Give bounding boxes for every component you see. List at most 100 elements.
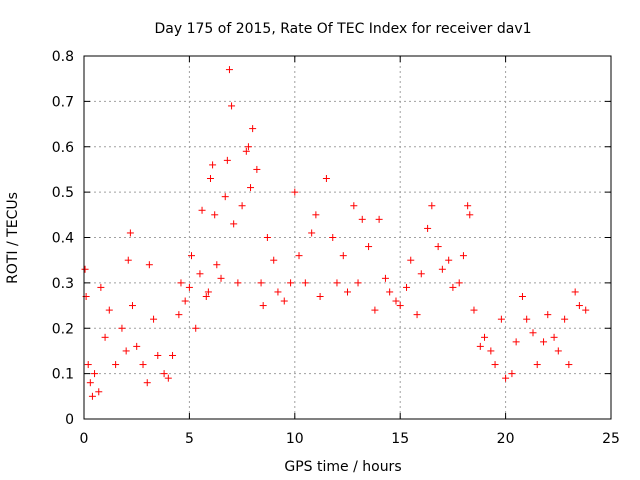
data-point: [344, 288, 351, 296]
data-point: [175, 311, 183, 319]
data-point: [396, 302, 404, 310]
data-point: [124, 256, 132, 264]
data-point: [295, 252, 303, 260]
chart-title: Day 175 of 2015, Rate Of TEC Index for r…: [154, 21, 531, 37]
data-point: [491, 361, 499, 369]
data-point: [371, 306, 379, 314]
data-points: [81, 66, 590, 400]
data-point: [169, 351, 177, 359]
x-tick-label: 15: [391, 431, 409, 447]
data-point: [253, 165, 261, 173]
x-tick-label: 25: [602, 431, 620, 447]
data-point: [523, 315, 531, 323]
data-point: [476, 342, 484, 350]
data-point: [508, 370, 516, 378]
data-point: [287, 279, 295, 287]
y-tick-label: 0.3: [52, 276, 74, 292]
data-point: [350, 202, 358, 210]
data-point: [403, 283, 411, 291]
data-point: [291, 188, 299, 196]
data-point: [358, 215, 366, 223]
data-point: [550, 333, 558, 341]
data-point: [81, 265, 89, 273]
data-point: [329, 234, 337, 241]
data-point: [339, 252, 347, 260]
data-point: [428, 202, 436, 210]
data-point: [217, 274, 225, 282]
data-point: [122, 347, 130, 355]
data-point: [234, 279, 242, 287]
data-point: [470, 306, 478, 314]
y-tick-label: 0.8: [52, 49, 74, 65]
data-point: [225, 66, 233, 74]
data-point: [582, 306, 590, 314]
data-point: [211, 211, 219, 219]
data-point: [164, 374, 172, 382]
data-point: [386, 288, 394, 296]
data-point: [529, 329, 537, 337]
data-point: [322, 175, 330, 183]
data-point: [126, 229, 134, 237]
data-point: [544, 311, 552, 319]
y-tick-label: 0.7: [52, 94, 74, 110]
data-point: [459, 252, 467, 260]
data-point: [270, 256, 278, 264]
data-point: [312, 211, 320, 219]
data-point: [263, 234, 271, 241]
data-point: [223, 156, 231, 164]
data-point: [230, 220, 238, 228]
data-point: [88, 392, 96, 400]
data-point: [354, 279, 362, 287]
data-point: [139, 361, 147, 369]
data-point: [333, 279, 341, 287]
data-point: [308, 229, 316, 237]
data-point: [407, 256, 415, 264]
data-point: [445, 256, 453, 264]
data-point: [133, 342, 141, 350]
x-tick-label: 0: [80, 431, 89, 447]
data-point: [145, 261, 153, 269]
data-point: [209, 161, 217, 169]
data-point: [202, 292, 210, 300]
data-point: [105, 306, 113, 314]
data-point: [221, 193, 229, 201]
data-point: [86, 379, 94, 387]
data-point: [316, 292, 324, 300]
data-point: [434, 243, 442, 251]
data-point: [118, 324, 126, 332]
data-point: [242, 147, 250, 155]
data-point: [244, 143, 252, 151]
data-point: [274, 288, 282, 296]
data-point: [413, 311, 421, 319]
data-point: [464, 202, 472, 210]
data-point: [196, 270, 204, 278]
data-point: [502, 374, 510, 382]
data-point: [192, 324, 200, 332]
x-tick-label: 20: [497, 431, 515, 447]
data-point: [481, 333, 489, 341]
data-point: [160, 370, 168, 378]
y-axis-label: ROTI / TECUs: [5, 192, 21, 284]
data-point: [554, 347, 562, 355]
data-point: [497, 315, 505, 323]
data-point: [449, 283, 457, 291]
data-point: [381, 274, 389, 282]
data-point: [181, 297, 189, 305]
data-point: [259, 302, 267, 310]
y-tick-label: 0: [65, 412, 74, 428]
data-point: [518, 292, 526, 300]
data-point: [101, 333, 109, 341]
data-point: [213, 261, 221, 269]
data-point: [84, 361, 92, 369]
data-point: [561, 315, 569, 323]
data-point: [143, 379, 151, 387]
data-point: [533, 361, 541, 369]
data-point: [365, 243, 373, 251]
data-point: [280, 297, 288, 305]
x-axis-label: GPS time / hours: [284, 459, 401, 475]
data-point: [177, 279, 185, 287]
data-point: [204, 288, 212, 296]
data-point: [301, 279, 309, 287]
data-point: [375, 215, 383, 223]
